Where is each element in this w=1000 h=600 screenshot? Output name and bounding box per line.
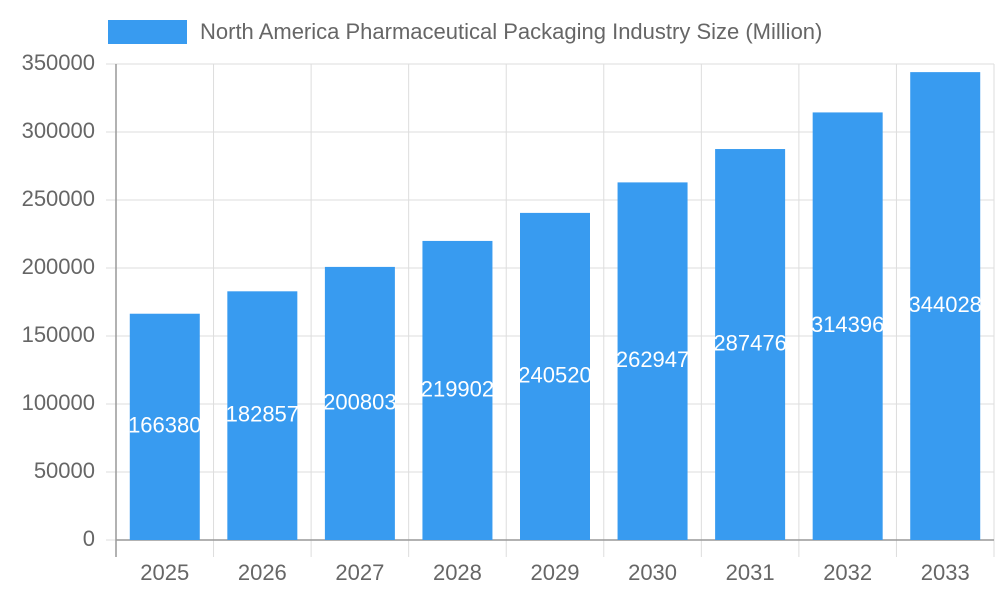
y-tick-label: 150000 <box>22 322 95 347</box>
x-tick-label: 2033 <box>921 560 970 585</box>
data-label: 200803 <box>323 389 396 414</box>
y-tick-label: 0 <box>83 526 95 551</box>
bar <box>422 240 493 540</box>
x-tick-label: 2026 <box>238 560 287 585</box>
legend-swatch <box>108 20 187 44</box>
y-tick-label: 100000 <box>22 390 95 415</box>
data-label: 287476 <box>713 330 786 355</box>
x-tick-label: 2032 <box>823 560 872 585</box>
data-label: 219902 <box>421 376 494 401</box>
y-tick-label: 300000 <box>22 118 95 143</box>
data-label: 166380 <box>128 413 201 438</box>
data-label: 314396 <box>811 312 884 337</box>
x-tick-label: 2030 <box>628 560 677 585</box>
y-tick-label: 350000 <box>22 50 95 75</box>
bar <box>812 112 883 540</box>
legend-label: North America Pharmaceutical Packaging I… <box>200 19 822 44</box>
y-tick-label: 200000 <box>22 254 95 279</box>
x-tick-label: 2025 <box>140 560 189 585</box>
y-tick-label: 250000 <box>22 186 95 211</box>
bar <box>129 313 200 540</box>
x-tick-label: 2029 <box>531 560 580 585</box>
x-tick-label: 2027 <box>335 560 384 585</box>
bar <box>715 149 786 540</box>
bar <box>227 291 298 540</box>
x-tick-label: 2028 <box>433 560 482 585</box>
bar <box>910 72 981 540</box>
data-label: 262947 <box>616 347 689 372</box>
data-label: 240520 <box>518 362 591 387</box>
data-label: 344028 <box>909 292 982 317</box>
bar <box>324 266 395 540</box>
x-tick-label: 2031 <box>726 560 775 585</box>
y-tick-label: 50000 <box>34 458 95 483</box>
bar <box>520 212 590 540</box>
bar <box>617 182 688 540</box>
data-label: 182857 <box>226 401 299 426</box>
